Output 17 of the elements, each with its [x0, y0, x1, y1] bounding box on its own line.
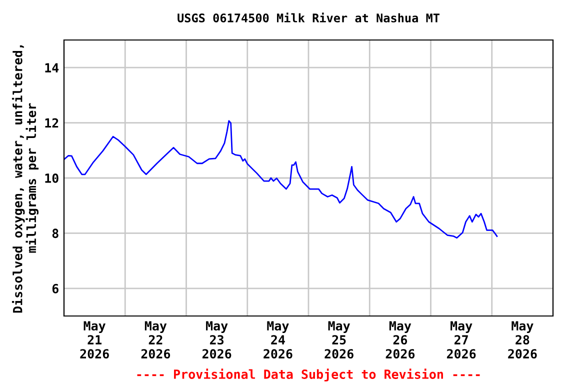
x-tick-label: May 27 2026	[446, 321, 476, 359]
x-tick-label: May 24 2026	[264, 321, 292, 359]
y-tick-label: 8	[52, 228, 58, 238]
y-tick-label: 6	[52, 284, 58, 294]
chart-title: USGS 06174500 Milk River at Nashua MT	[178, 12, 440, 22]
y-tick-label: 14	[45, 63, 59, 72]
x-tick-label: May 23 2026	[202, 321, 232, 359]
x-tick-label: May 22 2026	[141, 321, 170, 359]
x-tick-label: May 25 2026	[324, 321, 354, 359]
line-series	[64, 120, 498, 239]
y-tick-label: 12	[45, 118, 58, 128]
x-tick-label: May 21 2026	[80, 321, 109, 359]
x-tick-label: May 26 2026	[386, 321, 415, 359]
y-axis-title: Dissolved oxygen, water, unfiltered, milligrams per liter	[12, 45, 39, 313]
x-tick-label: May 28 2026	[508, 321, 537, 359]
text: ---- Provisional Data Subject to Revision ----	[137, 368, 480, 382]
y-tick-label: 10	[45, 173, 58, 183]
